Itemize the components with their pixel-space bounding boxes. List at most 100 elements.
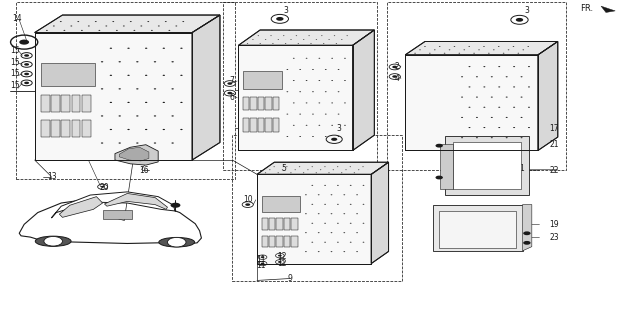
Circle shape xyxy=(293,58,295,59)
Circle shape xyxy=(158,26,160,27)
Circle shape xyxy=(274,166,275,167)
Circle shape xyxy=(312,136,314,137)
Circle shape xyxy=(350,242,352,243)
Circle shape xyxy=(163,75,165,76)
Text: 21: 21 xyxy=(549,140,558,149)
Circle shape xyxy=(128,129,130,130)
Circle shape xyxy=(319,102,320,103)
Circle shape xyxy=(285,43,286,44)
Text: 1: 1 xyxy=(519,164,524,173)
Circle shape xyxy=(331,80,333,81)
Polygon shape xyxy=(538,42,558,150)
Circle shape xyxy=(145,75,147,76)
Circle shape xyxy=(118,142,121,144)
Circle shape xyxy=(337,185,339,186)
Polygon shape xyxy=(115,145,158,165)
Bar xyxy=(269,236,275,247)
Circle shape xyxy=(118,115,121,116)
Text: 9: 9 xyxy=(287,274,292,283)
Bar xyxy=(262,218,268,230)
Circle shape xyxy=(278,261,282,263)
Circle shape xyxy=(303,172,305,173)
Bar xyxy=(16,2,235,179)
Text: 11: 11 xyxy=(256,255,266,264)
Circle shape xyxy=(306,80,308,81)
Circle shape xyxy=(318,251,319,252)
Circle shape xyxy=(341,39,342,40)
Circle shape xyxy=(506,97,508,98)
Circle shape xyxy=(168,30,170,31)
Bar xyxy=(82,95,90,112)
Circle shape xyxy=(311,204,313,205)
Circle shape xyxy=(312,114,314,115)
Text: 20: 20 xyxy=(100,183,109,192)
Circle shape xyxy=(491,117,493,118)
Circle shape xyxy=(491,137,493,138)
Circle shape xyxy=(344,102,346,103)
Circle shape xyxy=(306,58,308,59)
Circle shape xyxy=(335,43,337,44)
Circle shape xyxy=(363,223,365,224)
Circle shape xyxy=(227,92,232,94)
Circle shape xyxy=(356,213,358,214)
Bar xyxy=(257,174,371,264)
Circle shape xyxy=(469,107,470,108)
Circle shape xyxy=(461,97,463,98)
Text: 23: 23 xyxy=(549,233,559,242)
Bar xyxy=(238,45,353,150)
Circle shape xyxy=(154,115,156,116)
Circle shape xyxy=(306,102,308,103)
Bar xyxy=(41,63,95,86)
Circle shape xyxy=(168,237,186,247)
Circle shape xyxy=(130,21,132,22)
Circle shape xyxy=(259,43,261,44)
Circle shape xyxy=(98,30,100,31)
Text: 15: 15 xyxy=(10,58,20,67)
Text: 16: 16 xyxy=(140,166,149,175)
Circle shape xyxy=(483,86,485,87)
Circle shape xyxy=(338,69,339,70)
Circle shape xyxy=(77,21,79,22)
Circle shape xyxy=(318,194,319,195)
Circle shape xyxy=(265,172,266,173)
Circle shape xyxy=(261,263,264,265)
Circle shape xyxy=(363,204,365,205)
Circle shape xyxy=(419,49,421,50)
Bar xyxy=(103,210,132,219)
Circle shape xyxy=(306,125,308,126)
Text: 11: 11 xyxy=(256,261,266,270)
Text: 15: 15 xyxy=(10,69,20,78)
Circle shape xyxy=(356,232,358,233)
Circle shape xyxy=(154,61,156,62)
Polygon shape xyxy=(192,15,220,160)
Bar xyxy=(405,55,538,150)
Circle shape xyxy=(95,21,97,22)
Circle shape xyxy=(476,117,478,118)
Circle shape xyxy=(528,66,530,67)
Circle shape xyxy=(318,213,319,214)
Circle shape xyxy=(461,76,463,77)
Circle shape xyxy=(141,26,142,27)
Circle shape xyxy=(312,69,314,70)
Circle shape xyxy=(483,46,485,47)
Circle shape xyxy=(298,43,299,44)
Bar xyxy=(61,121,70,137)
Circle shape xyxy=(344,213,345,214)
Circle shape xyxy=(523,231,530,235)
Circle shape xyxy=(245,203,250,206)
Circle shape xyxy=(521,97,522,98)
Text: 13: 13 xyxy=(47,172,57,181)
Text: 2: 2 xyxy=(395,61,399,70)
Circle shape xyxy=(516,18,523,22)
Circle shape xyxy=(324,166,326,167)
Circle shape xyxy=(513,66,515,67)
Polygon shape xyxy=(19,199,201,244)
Circle shape xyxy=(287,114,288,115)
Circle shape xyxy=(498,107,500,108)
Circle shape xyxy=(325,69,327,70)
Circle shape xyxy=(287,69,288,70)
Bar xyxy=(273,118,279,132)
Circle shape xyxy=(171,88,174,90)
Circle shape xyxy=(123,26,125,27)
Circle shape xyxy=(305,194,307,195)
